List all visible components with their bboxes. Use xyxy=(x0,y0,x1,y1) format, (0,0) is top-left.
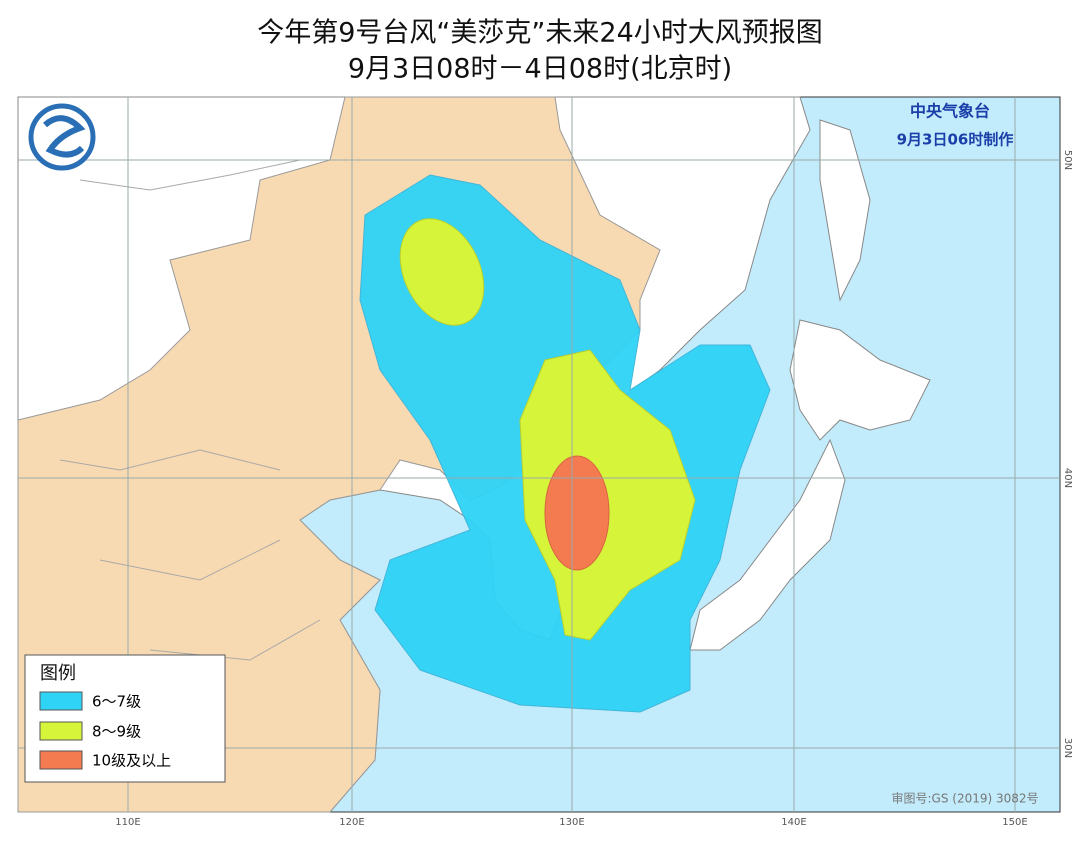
legend-label: 8～9级 xyxy=(92,723,141,741)
lon-label: 150E xyxy=(1002,817,1027,828)
legend-label: 6～7级 xyxy=(92,693,141,711)
issued-time: 9月3日06时制作 xyxy=(897,131,1014,149)
legend-swatch xyxy=(39,750,83,770)
agency-name: 中央气象台 xyxy=(910,102,990,121)
legend-label: 10级及以上 xyxy=(92,752,171,770)
map: 中央气象台 9月3日06时制作 审图号:GS (2019) 3082号 xyxy=(17,96,1061,813)
wind-zone-8-9 xyxy=(399,218,485,326)
title: 今年第9号台风“美莎克”未来24小时大风预报图 xyxy=(257,18,823,49)
credit: 审图号:GS (2019) 3082号 xyxy=(891,791,1038,806)
legend-swatch xyxy=(39,691,83,711)
lon-label: 110E xyxy=(115,817,140,828)
logo-mark xyxy=(43,115,86,158)
legend: 图例 6～7级 8～9级 10级及以上 xyxy=(24,654,226,783)
hokkaido xyxy=(789,319,931,441)
subtitle: 9月3日08时－4日08时(北京时) xyxy=(348,54,732,85)
lat-label: 40N xyxy=(1062,468,1073,488)
lat-label: 50N xyxy=(1062,150,1073,170)
lon-label: 140E xyxy=(781,817,806,828)
sakhalin xyxy=(819,119,871,302)
wind-zone-10-plus xyxy=(544,455,610,571)
lon-label: 120E xyxy=(339,817,364,828)
graticule xyxy=(18,97,1060,812)
honshu xyxy=(689,438,846,651)
province-borders xyxy=(59,159,321,661)
lon-label: 130E xyxy=(559,817,584,828)
lat-label: 30N xyxy=(1062,738,1073,758)
legend-swatch xyxy=(39,721,83,741)
legend-title: 图例 xyxy=(40,663,76,684)
